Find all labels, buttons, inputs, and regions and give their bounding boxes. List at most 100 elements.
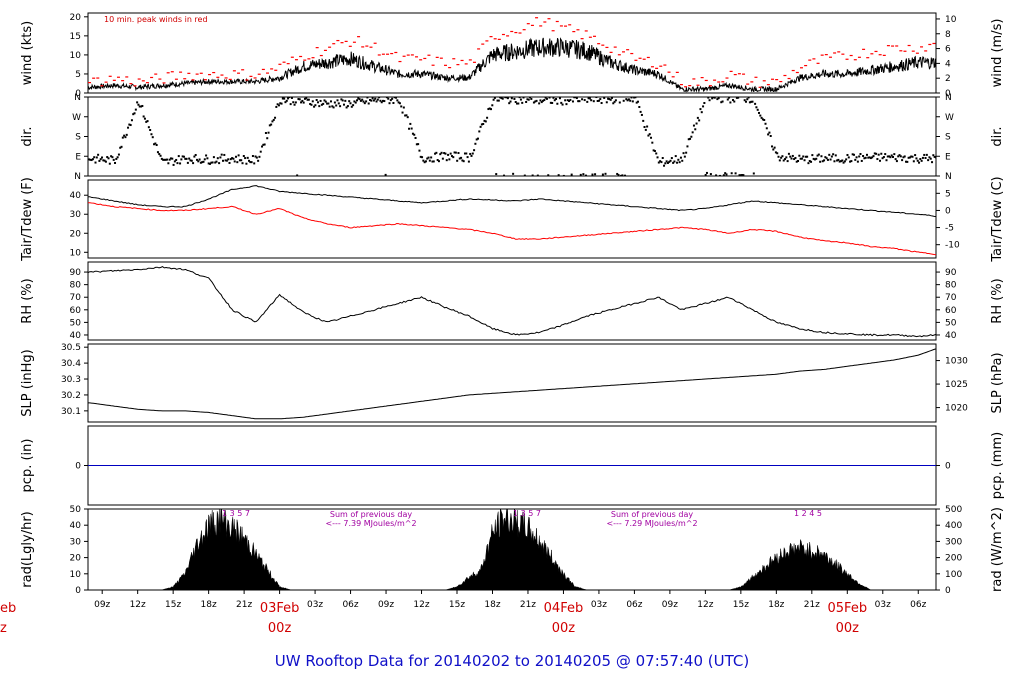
peak-wind-mark [249, 75, 253, 77]
dir-point [102, 159, 105, 162]
peak-wind-mark [522, 29, 526, 31]
dir-point [418, 149, 421, 152]
dir-point [97, 153, 100, 156]
dir-point [140, 105, 143, 108]
dir-point [823, 159, 826, 162]
dir-point [682, 152, 685, 155]
peak-wind-mark [410, 54, 414, 56]
peak-wind-mark [323, 49, 327, 51]
dir-point [885, 159, 888, 162]
dir-point [837, 158, 840, 161]
dir-point [612, 102, 615, 105]
peak-wind-mark [311, 57, 315, 59]
dir-point [652, 149, 655, 152]
peak-wind-mark [514, 31, 518, 34]
dir-point [447, 153, 450, 156]
peak-wind-mark [220, 74, 224, 76]
peak-wind-mark [737, 73, 741, 75]
dir-point [345, 106, 348, 109]
dir-point [901, 159, 904, 162]
dir-point [467, 160, 470, 163]
dir-point [182, 155, 185, 158]
dir-point [89, 158, 92, 161]
dir-point [830, 155, 833, 158]
dir-point [292, 101, 295, 104]
peak-wind-mark [783, 74, 787, 77]
dir-point [244, 157, 247, 160]
panel-slp: SLP (inHg) SLP (hPa) 30.1 30.2 30.3 30.4 30.5 1… [20, 343, 1005, 423]
dir-point [274, 116, 277, 119]
peak-wind-mark [928, 43, 932, 46]
dir-point [216, 157, 219, 160]
dir-point [551, 101, 554, 104]
peak-wind-mark [162, 82, 166, 84]
dir-point [127, 126, 130, 129]
dir-point [98, 159, 101, 162]
dir-point [453, 151, 456, 154]
peak-wind-mark [857, 56, 861, 58]
dir-point [768, 131, 771, 134]
dir-point [391, 97, 394, 100]
plot-area-rad [88, 509, 936, 590]
peak-wind-mark [294, 59, 298, 61]
dir-point [674, 155, 677, 158]
dir-point [525, 100, 528, 103]
dir-point [601, 173, 604, 176]
peak-wind-mark [659, 65, 663, 67]
dir-point [253, 162, 256, 165]
dir-point [220, 153, 223, 156]
dir-point [454, 151, 457, 154]
dir-point [470, 154, 473, 157]
dir-point [562, 174, 565, 176]
right-tick-label-rad: 500 [945, 505, 962, 515]
dir-point [434, 152, 437, 155]
x-tick-label: 09z [378, 600, 394, 610]
peak-wind-mark [841, 53, 845, 55]
dir-point [806, 155, 809, 158]
dir-point [415, 143, 418, 146]
left-tick-label-temp: 40 [70, 191, 82, 201]
peak-wind-mark [742, 73, 746, 75]
dir-point [500, 97, 503, 100]
dir-point [531, 174, 534, 176]
dir-point [487, 108, 490, 111]
dir-point [841, 159, 844, 162]
dir-point [357, 97, 360, 100]
dir-point [473, 149, 476, 152]
rad-annotation-3: 1 3 5 7 [513, 509, 541, 518]
dir-point [637, 100, 640, 103]
dir-point [306, 98, 309, 101]
dir-point [137, 103, 140, 106]
dir-point [428, 159, 431, 162]
dir-point [335, 104, 338, 107]
peak-wind-mark [237, 72, 241, 74]
dir-point [845, 158, 848, 161]
left-tick-label-dir: N [74, 172, 81, 182]
dir-point [653, 149, 656, 152]
dir-point [664, 162, 667, 165]
peak-wind-mark [721, 81, 725, 83]
peak-wind-mark [108, 75, 112, 77]
panel-frame-dir [87, 96, 937, 177]
left-tick-label-rh: 90 [70, 268, 82, 278]
dir-point [225, 159, 228, 162]
dir-point [881, 157, 884, 160]
dir-point [121, 136, 124, 139]
dir-point [289, 103, 292, 106]
dir-point [569, 98, 572, 101]
dir-point [932, 154, 935, 157]
dir-point [782, 159, 785, 162]
dir-point [591, 173, 594, 176]
peak-wind-mark [96, 77, 100, 79]
x-tick-label: 06z [626, 600, 642, 610]
dir-point [142, 115, 145, 118]
dir-point [167, 162, 170, 165]
peak-wind-mark [390, 52, 394, 55]
dir-point [499, 97, 502, 99]
left-tick-label-rh: 60 [70, 306, 82, 316]
left-tick-label-wind: 10 [70, 51, 82, 61]
peak-wind-mark [609, 51, 613, 53]
dir-point [505, 97, 508, 99]
dir-point [854, 158, 857, 161]
peak-wind-mark [837, 51, 841, 53]
